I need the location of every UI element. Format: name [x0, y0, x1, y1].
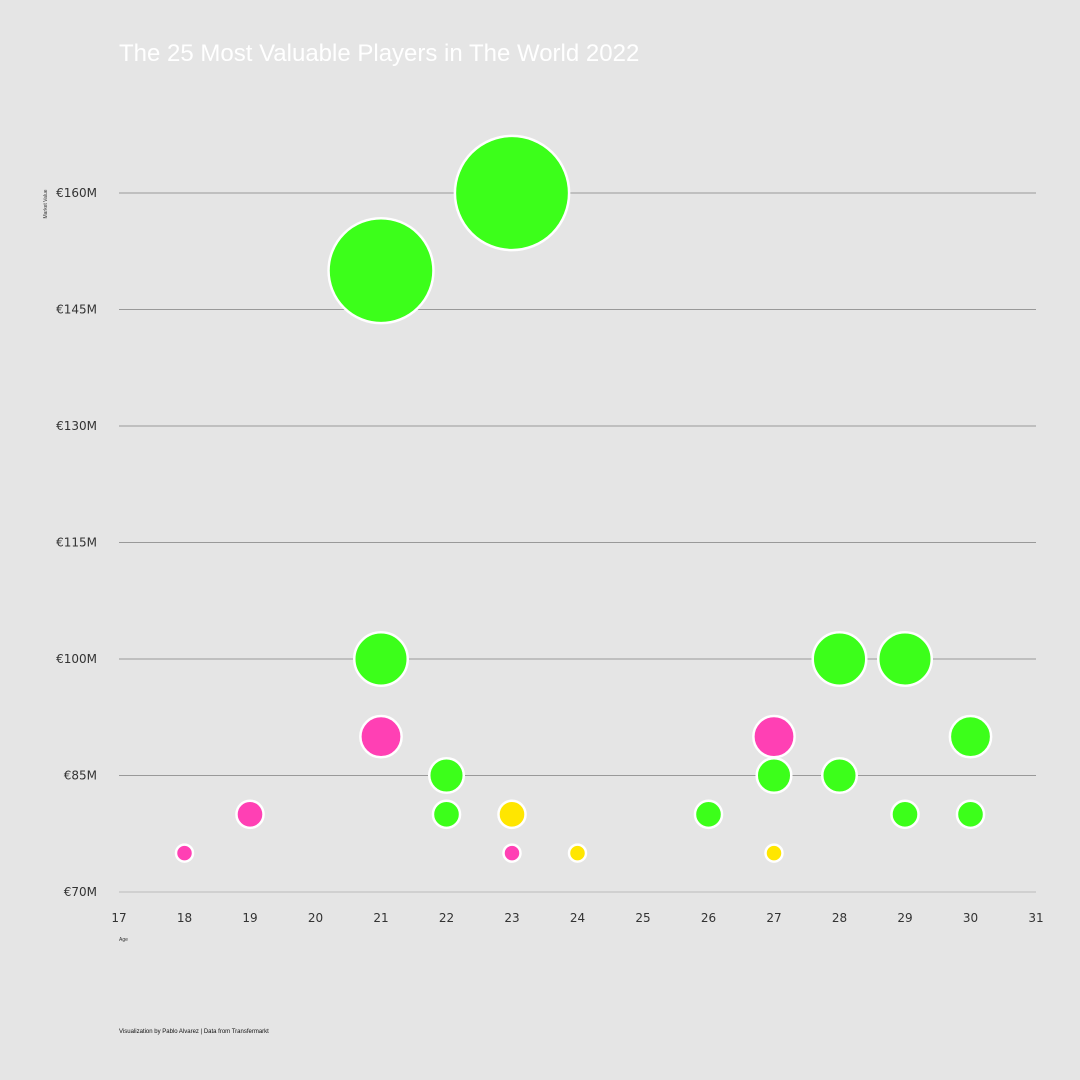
player-bubble: [567, 843, 588, 863]
y-tick-label: €160M: [56, 186, 97, 200]
player-bubble: [359, 714, 403, 759]
x-tick-label: 18: [177, 911, 192, 925]
x-tick-label: 21: [373, 911, 388, 925]
y-tick-label: €70M: [64, 885, 97, 899]
player-bubble: [431, 799, 462, 830]
player-bubble: [235, 799, 265, 830]
x-tick-label: 25: [635, 911, 650, 925]
y-tick-label: €130M: [56, 419, 97, 433]
player-bubble: [502, 843, 522, 863]
x-axis-label: Age: [119, 937, 128, 943]
player-bubble: [752, 714, 796, 759]
x-tick-label: 19: [242, 911, 257, 925]
player-bubble: [327, 216, 435, 325]
y-tick-label: €85M: [64, 769, 97, 783]
x-tick-label: 30: [963, 911, 978, 925]
grid-lines: [119, 192, 1036, 893]
y-tick-label: €115M: [56, 536, 97, 550]
x-tick-label: 28: [832, 911, 847, 925]
player-bubble: [174, 843, 195, 863]
player-bubble: [811, 630, 868, 688]
y-tick-label: €100M: [56, 652, 97, 666]
x-tick-label: 22: [439, 911, 454, 925]
x-tick-label: 29: [897, 911, 912, 925]
player-bubble: [820, 756, 859, 795]
player-bubble: [497, 799, 527, 830]
player-bubble: [876, 630, 934, 688]
player-bubble: [427, 756, 466, 795]
y-axis-ticks: €70M €85M €100M €115M €130M €145M €160M: [56, 186, 97, 899]
credit-footer: Visualization by Pablo Alvarez | Data fr…: [119, 1029, 269, 1035]
x-tick-label: 27: [766, 911, 781, 925]
player-bubble: [352, 630, 410, 688]
chart-title: The 25 Most Valuable Players in The Worl…: [119, 40, 639, 67]
y-tick-label: €145M: [56, 303, 97, 317]
player-bubble: [955, 799, 986, 830]
x-tick-label: 23: [504, 911, 519, 925]
x-tick-label: 31: [1028, 911, 1043, 925]
player-bubble: [948, 714, 993, 759]
player-bubble: [755, 756, 793, 795]
player-bubble: [890, 799, 920, 830]
bubbles: [174, 134, 993, 863]
x-tick-label: 17: [111, 911, 126, 925]
x-tick-label: 24: [570, 911, 585, 925]
player-bubble: [764, 843, 784, 863]
player-bubble: [693, 799, 724, 830]
x-axis-ticks: 17 18 19 20 21 22 23 24 25 26 27 28 29 30 31: [111, 911, 1043, 925]
x-tick-label: 26: [701, 911, 716, 925]
y-axis-label: Market Value: [43, 189, 49, 218]
player-bubble: [453, 134, 571, 252]
x-tick-label: 20: [308, 911, 323, 925]
